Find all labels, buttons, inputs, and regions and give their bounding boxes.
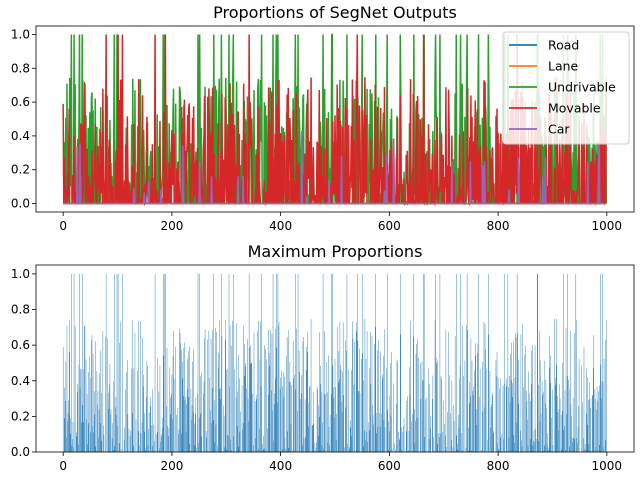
bottom-chart-title: Maximum Proportions	[248, 242, 423, 261]
bottom-y-tick-label: 1.0	[11, 267, 30, 281]
top-y-tick-label: 0.4	[11, 129, 30, 143]
top-x-tick-label: 200	[160, 219, 183, 233]
bottom-y-tick-label: 0.2	[11, 409, 30, 423]
top-chart: Proportions of SegNet Outputs 0.00.20.40…	[11, 3, 635, 233]
top-x-tick-label: 600	[378, 219, 401, 233]
bottom-x-tick-label: 400	[269, 459, 292, 473]
bottom-x-tick-label: 1000	[592, 459, 623, 473]
top-x-tick-label: 0	[59, 219, 67, 233]
bottom-plot-area	[62, 273, 607, 452]
series-line-car	[63, 130, 607, 205]
legend-label-lane: Lane	[548, 59, 579, 74]
top-x-tick-label: 1000	[592, 219, 623, 233]
top-y-tick-label: 1.0	[11, 27, 30, 41]
top-y-tick-label: 0.8	[11, 61, 30, 75]
bottom-y-tick-label: 0.8	[11, 303, 30, 317]
top-y-axis: 0.0 0.2 0.4 0.6 0.8 1.0	[11, 27, 36, 211]
top-y-tick-label: 0.2	[11, 163, 30, 177]
legend-frame	[502, 31, 630, 145]
bottom-y-tick-label: 0.4	[11, 374, 30, 388]
bottom-x-tick-label: 800	[487, 459, 510, 473]
top-axes-frame	[35, 25, 635, 213]
bottom-y-axis: 0.0 0.2 0.4 0.6 0.8 1.0	[11, 267, 36, 459]
bottom-x-tick-label: 200	[160, 459, 183, 473]
legend: Road Lane Undrivable Movable Car	[502, 31, 630, 145]
bottom-x-tick-label: 0	[59, 459, 67, 473]
bottom-x-axis: 0 200 400 600 800 1000	[59, 452, 622, 473]
top-x-tick-label: 400	[269, 219, 292, 233]
bottom-axes-frame	[35, 264, 635, 453]
legend-label-undrivable: Undrivable	[548, 80, 616, 95]
legend-label-car: Car	[548, 122, 570, 137]
legend-label-movable: Movable	[548, 101, 601, 116]
bottom-chart: Maximum Proportions 0.0 0.2 0.4 0.6 0.8 1.0 0…	[11, 242, 635, 473]
bottom-x-tick-label: 600	[378, 459, 401, 473]
legend-label-road: Road	[548, 38, 579, 53]
top-y-tick-label: 0.0	[11, 197, 30, 211]
top-chart-title: Proportions of SegNet Outputs	[213, 3, 457, 22]
top-x-tick-label: 800	[487, 219, 510, 233]
bottom-y-tick-label: 0.0	[11, 445, 30, 459]
bottom-y-tick-label: 0.6	[11, 338, 30, 352]
top-x-axis: 0 200 400 600 800 1000	[59, 212, 622, 233]
top-y-tick-label: 0.6	[11, 95, 30, 109]
